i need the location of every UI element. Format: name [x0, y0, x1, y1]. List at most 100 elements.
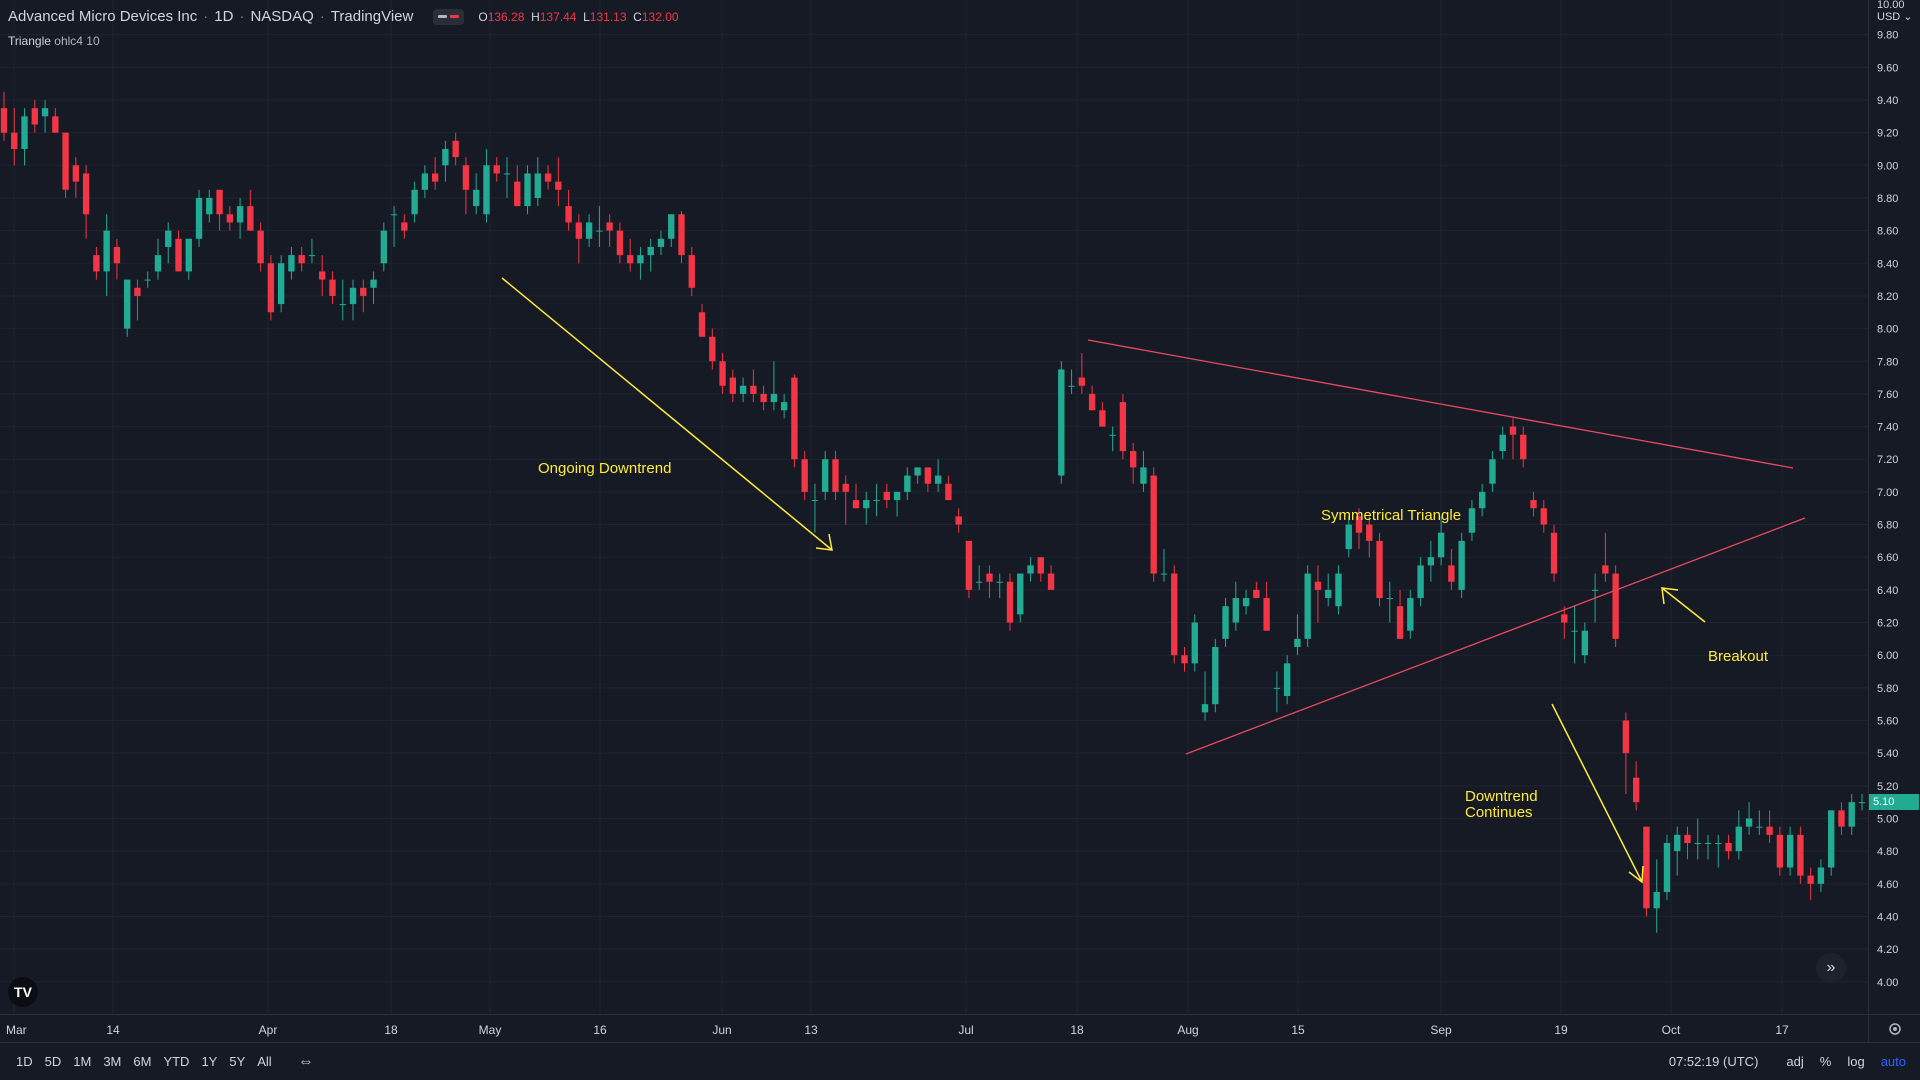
price-tick-label: 9.60 [1877, 62, 1898, 74]
price-tick-label: 8.80 [1877, 193, 1898, 205]
range-button-all[interactable]: All [257, 1054, 272, 1069]
candle-body [216, 189, 223, 215]
candle-body [657, 238, 665, 247]
candle-body [319, 271, 326, 280]
auto-toggle[interactable]: auto [1880, 1054, 1906, 1069]
price-tick-label: 5.00 [1877, 814, 1898, 826]
chart-settings-icon[interactable] [1868, 1014, 1920, 1042]
study-name: Triangle [8, 34, 51, 48]
time-tick-label: 16 [593, 1023, 607, 1037]
candle-body [678, 214, 685, 256]
range-button-6m[interactable]: 6M [133, 1054, 152, 1069]
ongoing-downtrend-label: Ongoing Downtrend [538, 460, 671, 477]
time-tick-label: 13 [804, 1023, 818, 1037]
time-scale[interactable]: Mar 14 Apr 18 May 16 Jun 13 Jul 18 Aug 15 Sep 19 Oct 17 [0, 1014, 1868, 1042]
candle-body [1345, 524, 1352, 550]
candle-body [288, 255, 295, 272]
candle-body [760, 393, 767, 403]
price-tick-label: 4.40 [1877, 911, 1898, 923]
price-tick-label: 7.00 [1877, 487, 1898, 499]
price-tick-label: 5.60 [1877, 716, 1898, 728]
scroll-to-realtime-icon[interactable]: » [1816, 953, 1846, 983]
log-toggle[interactable]: log [1847, 1054, 1865, 1069]
price-scale[interactable]: 10.00 USD ⌄ 9.80 9.60 9.40 9.20 9.00 8.80 8.60 8.… [1868, 0, 1920, 1014]
price-tick-label: 9.00 [1877, 160, 1898, 172]
breakout-arrow-line[interactable] [1661, 587, 1706, 623]
resistance-trendline[interactable] [1087, 339, 1794, 469]
time-tick-label: Aug [1177, 1023, 1198, 1037]
downtrend-label-line1: Downtrend [1465, 788, 1538, 805]
range-button-5y[interactable]: 5Y [229, 1054, 246, 1069]
candle-body [1581, 630, 1589, 656]
symbol-title[interactable]: Advanced Micro Devices Inc [8, 8, 198, 25]
candlestick-chart[interactable]: Ongoing Downtrend Symmetrical Triangle B… [0, 0, 1868, 1014]
candle-body [1253, 589, 1260, 599]
candle-body [1283, 663, 1291, 697]
candle-body [1037, 557, 1044, 574]
candle-body [565, 206, 572, 223]
drawings: Ongoing Downtrend Symmetrical Triangle B… [501, 277, 1806, 884]
time-tick-label: 18 [384, 1023, 398, 1037]
interval-label[interactable]: 1D [214, 8, 234, 25]
breakout-arrowhead [1661, 587, 1679, 605]
candle-body [82, 173, 90, 215]
candle-body [647, 246, 654, 256]
visibility-toggle-icon[interactable] [433, 8, 465, 25]
date-range-icon[interactable]: ⇔ [297, 1052, 314, 1070]
time-tick-label: Apr [259, 1023, 278, 1037]
candle-body [226, 214, 234, 223]
support-trendline[interactable] [1185, 517, 1806, 755]
candle-body [1561, 614, 1568, 623]
candle-body [934, 475, 942, 484]
candle-body [206, 197, 213, 215]
clock-timezone[interactable]: 07:52:19 (UTC) [1668, 1054, 1759, 1069]
candle-body [893, 491, 901, 501]
adj-toggle[interactable]: adj [1786, 1054, 1804, 1069]
candle-body [1745, 818, 1753, 827]
candle-body [842, 483, 849, 492]
candle-body [1160, 573, 1168, 575]
candle-body [1088, 393, 1096, 411]
time-tick-label: Oct [1662, 1023, 1681, 1037]
percent-toggle[interactable]: % [1819, 1054, 1832, 1069]
time-tick-label: 19 [1554, 1023, 1568, 1037]
candle-body [1047, 573, 1055, 590]
candle-body [1140, 467, 1147, 484]
close-value: 132.00 [641, 9, 679, 24]
high-label: H [531, 9, 540, 24]
candle-body [1468, 508, 1476, 533]
chart-pane[interactable]: Ongoing Downtrend Symmetrical Triangle B… [0, 0, 1868, 1014]
range-button-5d[interactable]: 5D [44, 1054, 62, 1069]
candle-body [1099, 410, 1106, 427]
candle-body [1684, 834, 1691, 843]
close-label: C [633, 9, 642, 24]
candle-body [1078, 377, 1086, 386]
candle-body [175, 238, 182, 272]
range-button-1d[interactable]: 1D [16, 1054, 33, 1069]
time-tick-label: 14 [106, 1023, 120, 1037]
price-tick-label: 4.80 [1877, 846, 1898, 858]
candle-body [1212, 647, 1219, 705]
candle-body [298, 255, 305, 264]
continues-arrow-line[interactable] [1551, 703, 1643, 883]
candle-body [1550, 532, 1558, 574]
candle-body [524, 173, 531, 207]
candle-body [1509, 426, 1517, 435]
price-tick-label: 7.40 [1877, 422, 1898, 434]
candle-body [1458, 540, 1465, 590]
candle-body [236, 206, 244, 223]
study-legend[interactable]: Triangle ohlc4 10 [8, 34, 100, 48]
range-button-1y[interactable]: 1Y [201, 1054, 218, 1069]
candle-body [0, 108, 8, 133]
candle-body [113, 246, 121, 264]
tradingview-logo-icon[interactable]: TV [8, 977, 38, 1007]
downtrend-arrow-line[interactable] [501, 277, 833, 551]
range-button-3m[interactable]: 3M [103, 1054, 122, 1069]
candle-body [596, 230, 603, 232]
range-button-ytd[interactable]: YTD [163, 1054, 190, 1069]
candle-body [1150, 475, 1157, 574]
time-axis: Mar 14 Apr 18 May 16 Jun 13 Jul 18 Aug 15 Sep 19 Oct 17 [6, 1023, 1789, 1037]
candle-body [616, 230, 624, 256]
range-button-1m[interactable]: 1M [73, 1054, 92, 1069]
legend-separator: · [319, 8, 325, 25]
